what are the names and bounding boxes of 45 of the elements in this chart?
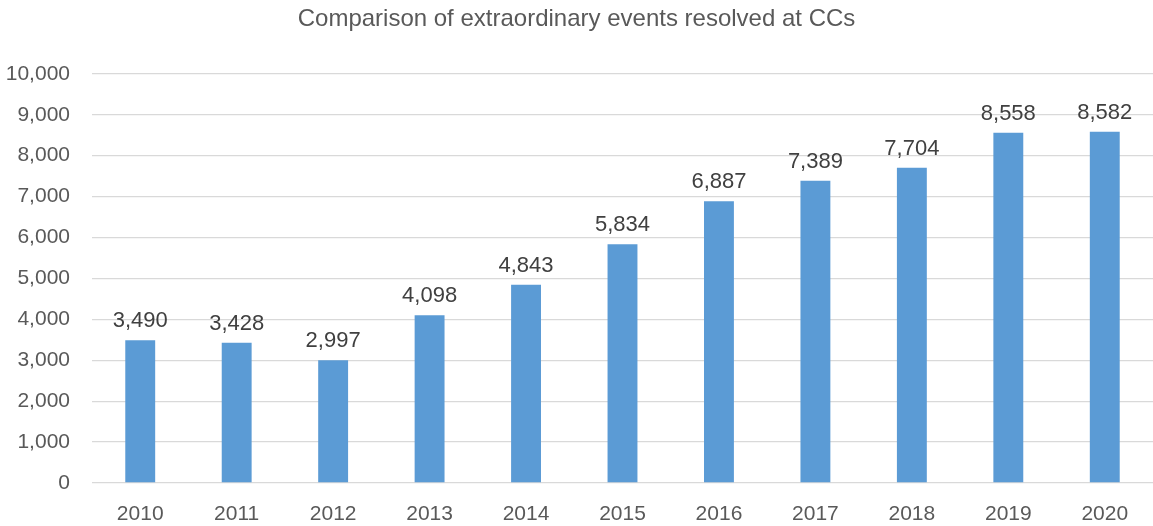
y-tick-label: 6,000 (17, 224, 70, 248)
x-tick-label: 2019 (984, 501, 1032, 525)
data-label: 8,558 (980, 99, 1036, 125)
x-tick-label: 2015 (599, 501, 646, 525)
chart-title: Comparison of extraordinary events resolved at CCs (297, 4, 856, 32)
x-tick-label: 2013 (406, 501, 453, 525)
bar (125, 340, 156, 483)
data-label: 6,887 (691, 168, 747, 194)
x-tick-label: 2017 (792, 501, 839, 525)
y-tick-label: 2,000 (17, 387, 70, 411)
data-label: 4,843 (498, 251, 554, 277)
data-label: 4,098 (402, 282, 458, 308)
y-tick-label: 4,000 (17, 306, 70, 330)
data-label: 2,997 (305, 327, 361, 353)
y-tick-label: 10,000 (5, 60, 70, 84)
data-label: 8,582 (1077, 98, 1133, 124)
x-tick-label: 2016 (695, 501, 743, 525)
y-tick-label: 1,000 (17, 428, 70, 452)
x-tick-label: 2018 (888, 501, 936, 525)
y-tick-label: 7,000 (17, 183, 70, 207)
x-tick-label: 2014 (502, 501, 550, 525)
x-tick-label: 2012 (309, 501, 357, 525)
x-tick-label: 2011 (214, 501, 260, 525)
data-label: 3,428 (209, 309, 265, 335)
data-label: 5,834 (594, 211, 651, 237)
bar (511, 284, 541, 483)
x-tick-label: 2020 (1081, 501, 1129, 525)
data-label: 7,704 (884, 134, 940, 160)
y-tick-label: 0 (58, 469, 70, 493)
bar (704, 201, 734, 483)
bar (318, 360, 349, 483)
bar (1089, 131, 1120, 483)
bar (414, 315, 445, 483)
bar (221, 342, 252, 483)
y-tick-label: 8,000 (17, 142, 70, 166)
x-tick-label: 2010 (116, 501, 164, 525)
data-label: 7,389 (787, 147, 843, 173)
y-tick-label: 9,000 (17, 101, 70, 125)
bar (800, 180, 831, 483)
bar (993, 132, 1024, 483)
y-tick-label: 3,000 (17, 347, 70, 371)
bar (607, 244, 638, 483)
data-label: 3,490 (112, 307, 168, 333)
bar (896, 167, 927, 483)
y-tick-label: 5,000 (17, 265, 70, 289)
